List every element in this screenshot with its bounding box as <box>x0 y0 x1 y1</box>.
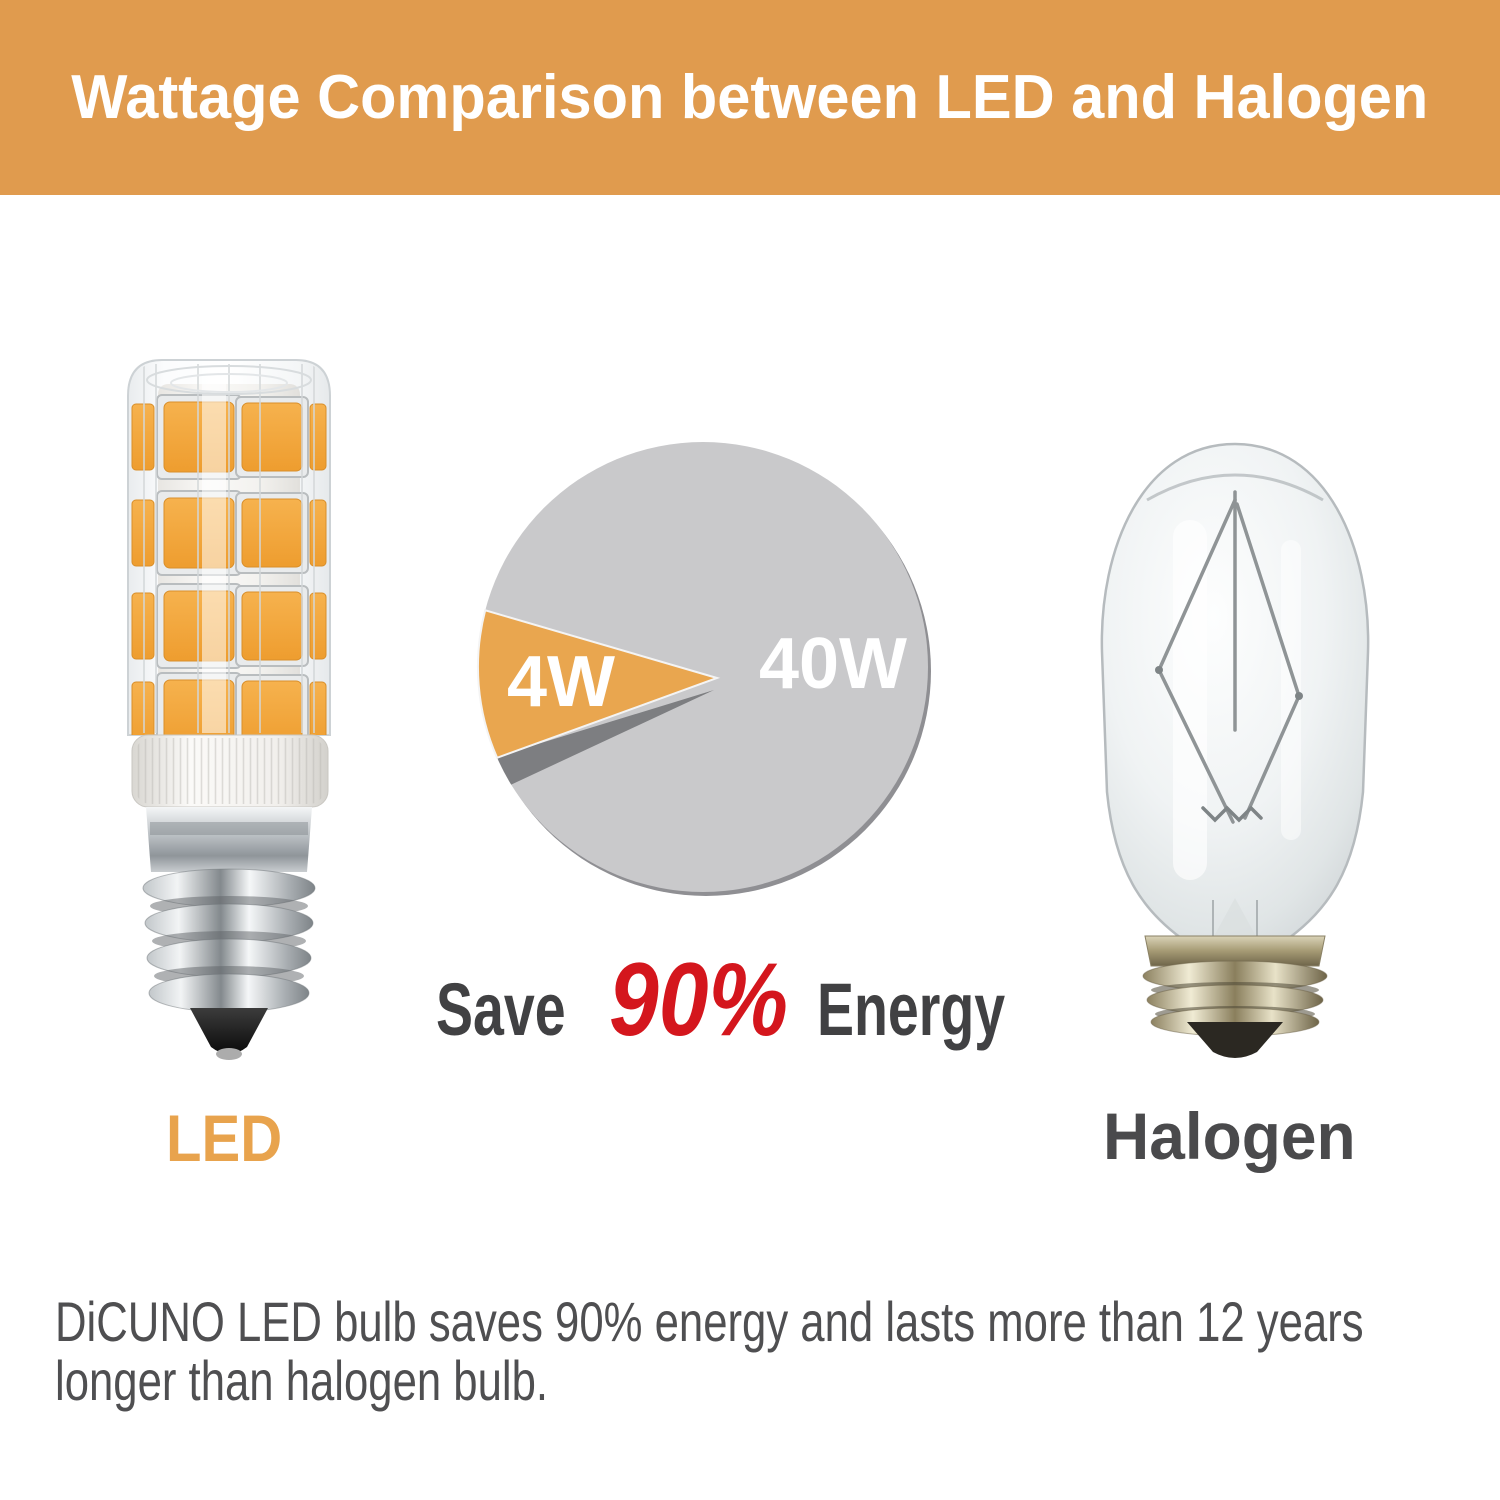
pie-slice-led <box>476 609 721 760</box>
led-base-collar <box>146 807 312 872</box>
halogen-bulb-photo <box>1100 442 1370 1058</box>
led-screw-threads <box>142 868 316 1013</box>
led-chip-grid <box>131 364 327 735</box>
save-percent: 90% <box>608 942 788 1058</box>
energy-saving-note: Save 90% Energy <box>436 942 1005 1058</box>
title-banner: Wattage Comparison between LED and Halog… <box>0 0 1500 195</box>
halogen-base-tip <box>1187 1022 1283 1058</box>
energy-word: Energy <box>816 968 1006 1051</box>
page-title: Wattage Comparison between LED and Halog… <box>71 63 1429 132</box>
wattage-pie-chart: 4W 40W <box>476 442 931 896</box>
led-caption: LED <box>166 1101 283 1175</box>
led-base-tip <box>190 1008 268 1054</box>
halogen-caption: Halogen <box>1103 1099 1356 1173</box>
pie-label-halogen: 40W <box>759 624 907 704</box>
pie-label-led: 4W <box>507 642 615 722</box>
led-bulb-photo <box>127 359 331 1060</box>
pie-slice-gap-shadow <box>496 690 714 785</box>
halogen-screw-base <box>1142 935 1328 1058</box>
pie-slice-halogen <box>478 442 928 892</box>
save-word: Save <box>436 968 566 1051</box>
product-description: DiCUNO LED bulb saves 90% energy and las… <box>55 1290 1364 1413</box>
